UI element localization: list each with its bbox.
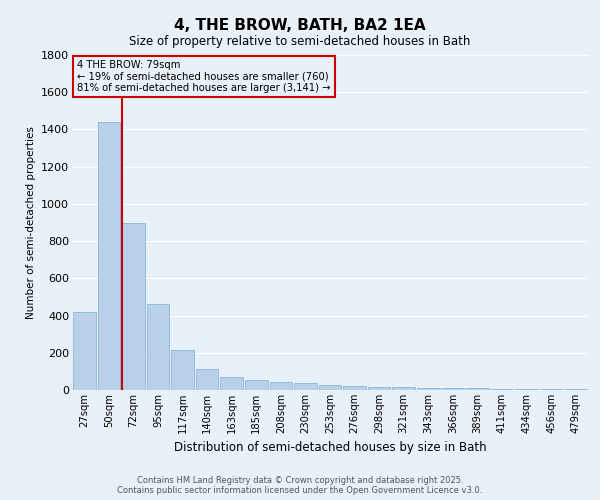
Bar <box>196 368 218 390</box>
Bar <box>294 384 317 390</box>
Bar <box>98 122 120 390</box>
Bar <box>343 386 366 390</box>
Y-axis label: Number of semi-detached properties: Number of semi-detached properties <box>26 126 35 319</box>
X-axis label: Distribution of semi-detached houses by size in Bath: Distribution of semi-detached houses by … <box>173 442 487 454</box>
Bar <box>171 350 194 390</box>
Bar <box>417 388 440 390</box>
Bar <box>146 304 169 390</box>
Bar <box>491 388 514 390</box>
Bar <box>392 387 415 390</box>
Bar <box>220 377 243 390</box>
Text: 4 THE BROW: 79sqm
← 19% of semi-detached houses are smaller (760)
81% of semi-de: 4 THE BROW: 79sqm ← 19% of semi-detached… <box>77 60 331 93</box>
Bar <box>269 382 292 390</box>
Bar <box>368 386 391 390</box>
Text: Contains HM Land Registry data © Crown copyright and database right 2025.
Contai: Contains HM Land Registry data © Crown c… <box>118 476 482 495</box>
Bar <box>245 380 268 390</box>
Bar <box>442 388 464 390</box>
Text: 4, THE BROW, BATH, BA2 1EA: 4, THE BROW, BATH, BA2 1EA <box>174 18 426 32</box>
Bar <box>319 386 341 390</box>
Bar <box>73 312 95 390</box>
Bar <box>466 388 489 390</box>
Bar <box>515 389 538 390</box>
Bar <box>122 222 145 390</box>
Text: Size of property relative to semi-detached houses in Bath: Size of property relative to semi-detach… <box>130 35 470 48</box>
Bar <box>540 389 562 390</box>
